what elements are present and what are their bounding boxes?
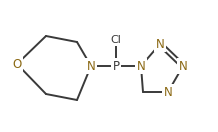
Text: N: N — [164, 86, 172, 98]
Text: N: N — [87, 60, 95, 72]
Text: Cl: Cl — [111, 35, 121, 45]
Text: O: O — [12, 58, 22, 70]
Text: N: N — [179, 60, 187, 72]
Text: N: N — [137, 60, 145, 72]
Text: P: P — [112, 60, 119, 72]
Text: N: N — [156, 37, 164, 51]
